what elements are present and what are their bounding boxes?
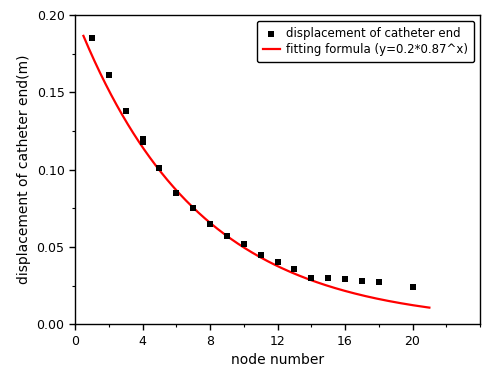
X-axis label: node number: node number — [231, 353, 324, 367]
displacement of catheter end — [138, 139, 146, 145]
fitting formula (y=0.2*0.87^x) — [364, 294, 370, 299]
displacement of catheter end — [105, 72, 113, 78]
Line: fitting formula (y=0.2*0.87^x): fitting formula (y=0.2*0.87^x) — [84, 36, 430, 308]
fitting formula (y=0.2*0.87^x) — [80, 34, 86, 38]
displacement of catheter end — [223, 233, 231, 239]
displacement of catheter end — [122, 108, 130, 114]
displacement of catheter end — [138, 136, 146, 142]
fitting formula (y=0.2*0.87^x) — [426, 305, 432, 310]
fitting formula (y=0.2*0.87^x) — [244, 248, 250, 252]
displacement of catheter end — [341, 276, 349, 282]
Y-axis label: displacement of catheter end(m): displacement of catheter end(m) — [17, 55, 31, 284]
displacement of catheter end — [274, 259, 281, 265]
displacement of catheter end — [375, 279, 383, 285]
displacement of catheter end — [88, 35, 96, 41]
displacement of catheter end — [290, 265, 298, 271]
displacement of catheter end — [189, 205, 197, 211]
Legend: displacement of catheter end, fitting formula (y=0.2*0.87^x): displacement of catheter end, fitting fo… — [256, 21, 474, 62]
fitting formula (y=0.2*0.87^x) — [247, 249, 253, 253]
fitting formula (y=0.2*0.87^x) — [418, 304, 424, 309]
fitting formula (y=0.2*0.87^x) — [286, 269, 292, 274]
displacement of catheter end — [324, 275, 332, 281]
displacement of catheter end — [172, 190, 180, 196]
displacement of catheter end — [307, 275, 316, 281]
displacement of catheter end — [240, 241, 248, 247]
displacement of catheter end — [206, 221, 214, 227]
displacement of catheter end — [256, 252, 264, 258]
displacement of catheter end — [408, 284, 416, 290]
displacement of catheter end — [156, 165, 164, 171]
fitting formula (y=0.2*0.87^x) — [268, 261, 274, 265]
displacement of catheter end — [358, 278, 366, 284]
